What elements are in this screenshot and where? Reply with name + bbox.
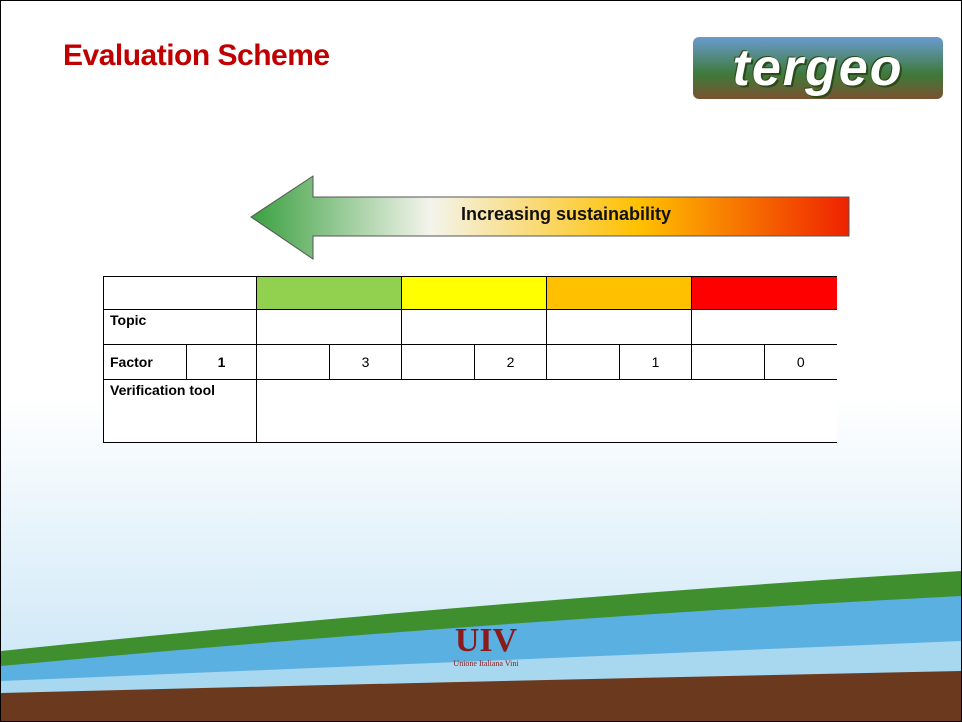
- uiv-name: Unione Italiana Vini: [441, 659, 531, 668]
- cell: [257, 345, 330, 380]
- cell: [547, 310, 692, 345]
- orange-header: [547, 277, 692, 310]
- slide: Evaluation Scheme tergeo Increasing sust…: [0, 0, 962, 722]
- cell: 1: [187, 345, 257, 380]
- cell: 0: [765, 345, 837, 380]
- slide-title: Evaluation Scheme: [63, 39, 330, 73]
- row-label: Factor: [104, 345, 187, 380]
- uiv-logo: UIV Unione Italiana Vini: [441, 623, 531, 668]
- cell: [257, 310, 402, 345]
- yellow-header: [402, 277, 547, 310]
- cell: [257, 380, 837, 443]
- cell: [402, 310, 547, 345]
- cell: 1: [620, 345, 692, 380]
- cell: [104, 277, 257, 310]
- cell: [692, 310, 837, 345]
- row-label: Topic: [104, 310, 257, 345]
- row-label: Verification tool: [104, 380, 257, 443]
- evaluation-table: Topic Factor 1 3 2 1 0 Verification tool: [103, 276, 837, 443]
- red-header: [692, 277, 837, 310]
- cell: 3: [330, 345, 402, 380]
- cell: [692, 345, 765, 380]
- green-header: [257, 277, 402, 310]
- cell: [402, 345, 475, 380]
- cell: [547, 345, 620, 380]
- arrow-label: Increasing sustainability: [381, 204, 751, 225]
- cell: 2: [475, 345, 547, 380]
- uiv-mark: UIV: [441, 623, 531, 659]
- tergeo-logo: tergeo: [693, 37, 943, 99]
